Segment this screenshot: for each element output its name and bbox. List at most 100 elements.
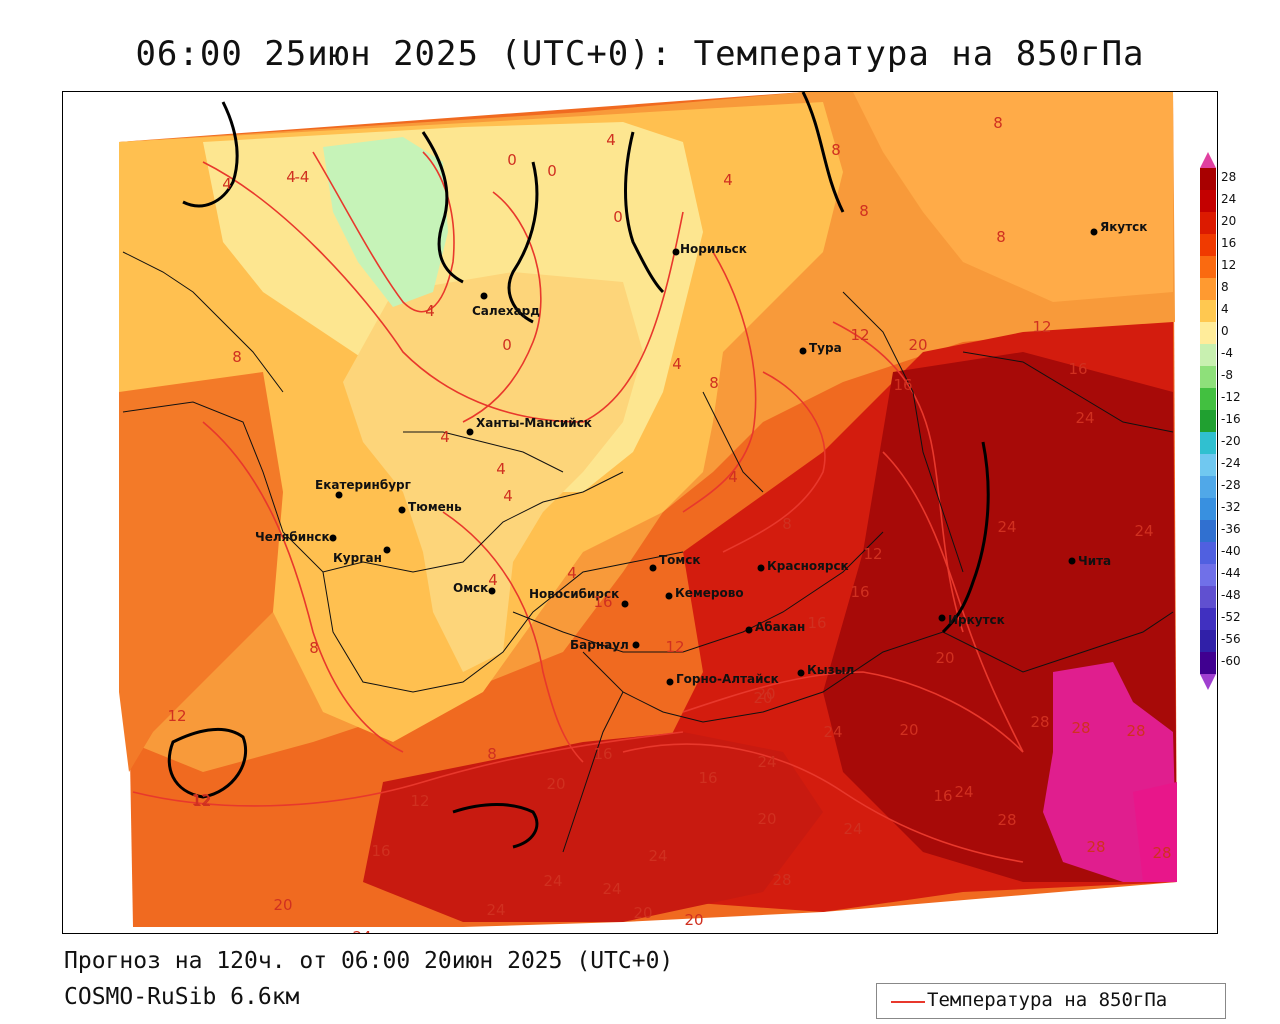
contour-label: 4 — [440, 428, 450, 446]
contour-label: 4 — [672, 355, 682, 373]
contour-label: 28 — [997, 811, 1016, 829]
colorbar-tick-label: -32 — [1221, 500, 1241, 514]
contour-label: 24 — [823, 723, 842, 741]
contour-label: 24 — [486, 901, 505, 919]
colorbar-swatch — [1200, 432, 1216, 454]
city-marker — [745, 626, 753, 634]
contour-label: 4 — [567, 564, 577, 582]
forecast-info: Прогноз на 120ч. от 06:00 20июн 2025 (UT… — [64, 948, 674, 974]
city-marker — [799, 347, 807, 355]
colorbar-tick-label: 28 — [1221, 170, 1237, 184]
city-label: Омск — [453, 581, 488, 595]
contour-label: 28 — [1152, 844, 1171, 862]
contour-label: 8 — [782, 515, 792, 533]
contour-label: 4 — [222, 175, 232, 193]
city-marker — [466, 428, 474, 436]
city-marker — [672, 248, 680, 256]
contour-label: 28 — [1030, 713, 1049, 731]
city-label: Кызыл — [807, 663, 854, 677]
temperature-contours — [132, 151, 1024, 863]
contour-label: 16 — [893, 376, 912, 394]
contour-labels: 8 8 8 8 4 4 0 0 0 4 4 -4 4 4 8 0 4 4 4 4… — [167, 114, 1171, 933]
contour-label: 12 — [665, 638, 684, 656]
contour-label: 16 — [698, 769, 717, 787]
contour-label: 16 — [807, 614, 826, 632]
contour-label: 12 — [850, 326, 869, 344]
contour-label: 16 — [593, 745, 612, 763]
contour-label: 20 — [753, 689, 772, 707]
colorbar-swatch — [1200, 344, 1216, 366]
city-label: Кемерово — [675, 586, 744, 600]
contour-label: 4 — [606, 131, 616, 149]
city-marker — [797, 669, 805, 677]
city-marker — [938, 614, 946, 622]
contour-label: 4 — [425, 302, 435, 320]
city-marker — [329, 534, 337, 542]
contour-label: 28 — [1126, 722, 1145, 740]
city-marker — [398, 506, 406, 514]
colorbar-swatch — [1200, 168, 1216, 190]
colorbar-swatch — [1200, 652, 1216, 674]
contour-label: 20 — [935, 649, 954, 667]
city-marker — [383, 546, 391, 554]
contour-label: 16 — [593, 593, 612, 611]
contour-label: 28 — [1086, 838, 1105, 856]
contour-label: 8 — [993, 114, 1003, 132]
colorbar-swatch — [1200, 630, 1216, 652]
colorbar-swatch — [1200, 410, 1216, 432]
contour-label: 4 — [488, 571, 498, 589]
city-label: Красноярск — [767, 559, 849, 573]
city-label: Екатеринбург — [315, 478, 411, 492]
colorbar-swatch — [1200, 234, 1216, 256]
legend-line-swatch — [891, 1001, 925, 1003]
colorbar-tick-label: -28 — [1221, 478, 1241, 492]
city-marker — [335, 491, 343, 499]
colorbar-swatch — [1200, 498, 1216, 520]
colorbar-tick-label: -52 — [1221, 610, 1241, 624]
colorbar-tick-label: -56 — [1221, 632, 1241, 646]
contour-label: 24 — [602, 880, 621, 898]
colorbar-swatch — [1200, 564, 1216, 586]
contour-label: 16 — [850, 583, 869, 601]
contour-label: 16 — [371, 842, 390, 860]
city-label: Чита — [1078, 554, 1111, 568]
colorbar-tick-label: -44 — [1221, 566, 1241, 580]
contour-label: 20 — [908, 336, 927, 354]
contour-label: 12 — [410, 792, 429, 810]
colorbar-tick-label: 24 — [1221, 192, 1237, 206]
contour-label: 16 — [1068, 360, 1087, 378]
city-labels: Якутск Норильск Салехард Тура Ханты-Манс… — [255, 220, 1147, 686]
city-marker — [488, 587, 496, 595]
contour-label: 12 — [863, 545, 882, 563]
city-label: Челябинск — [255, 530, 330, 544]
colorbar-tick-label: -20 — [1221, 434, 1241, 448]
contour-label: 4 — [496, 460, 506, 478]
model-info: COSMO-RuSib 6.6км — [64, 984, 300, 1010]
contour-label: 24 — [954, 783, 973, 801]
contour-label: 0 — [547, 162, 557, 180]
contour-label: 0 — [502, 336, 512, 354]
city-marker — [666, 678, 674, 686]
contour-label: -4 — [295, 168, 310, 186]
city-label: Абакан — [755, 620, 805, 634]
contour-label: 24 — [352, 928, 371, 933]
city-marker — [649, 564, 657, 572]
coastlines — [167, 92, 990, 849]
city-marker — [1068, 557, 1076, 565]
colorbar-swatch — [1200, 608, 1216, 630]
colorbar-tick-label: -12 — [1221, 390, 1241, 404]
city-label: Норильск — [680, 242, 747, 256]
contour-label: 28 — [772, 871, 791, 889]
contour-label: 28 — [1071, 719, 1090, 737]
colorbar-swatch — [1200, 322, 1216, 344]
contour-label: 4 — [728, 468, 738, 486]
colorbar-tick-label: 16 — [1221, 236, 1237, 250]
colorbar-tick-label: 8 — [1221, 280, 1229, 294]
colorbar-arrow-top — [1200, 152, 1216, 168]
colorbar-tick-label: -8 — [1221, 368, 1233, 382]
map-title: 06:00 25июн 2025 (UTC+0): Температура на… — [135, 34, 1145, 74]
city-markers — [329, 228, 1098, 686]
contour-label: 20 — [899, 721, 918, 739]
legend-label: Температура на 850гПа — [927, 989, 1168, 1011]
temperature-fill — [119, 92, 1177, 927]
